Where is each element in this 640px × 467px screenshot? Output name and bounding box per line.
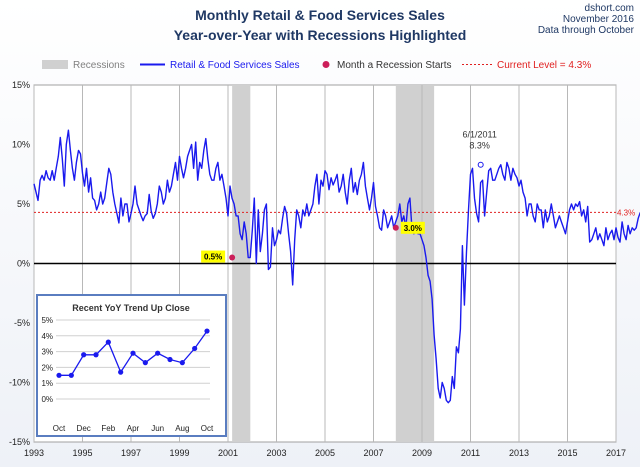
inset-x-tick-label: Dec: [77, 424, 91, 433]
inset-point: [204, 328, 210, 334]
x-tick-label: 2009: [412, 448, 432, 458]
inset-point: [68, 372, 74, 378]
inset-y-tick-label: 5%: [41, 316, 53, 325]
inset-point: [167, 356, 173, 363]
label-bg: [201, 250, 226, 263]
x-tick-label: 1993: [24, 448, 44, 458]
inset-y-tick-label: 0%: [41, 395, 53, 404]
inset-y-tick-label: 3%: [41, 348, 53, 357]
y-tick-label: -5%: [14, 318, 30, 328]
inset-x-tick-label: Oct: [201, 424, 214, 433]
inset-x-tick-label: Oct: [53, 424, 66, 433]
inset-chart: Recent YoY Trend Up Close 5% 4% 3% 2% 1% 0% O…: [36, 294, 227, 437]
x-tick-label: 2003: [266, 448, 286, 458]
inset-point: [56, 372, 62, 378]
inset-title: Recent YoY Trend Up Close: [72, 303, 190, 313]
recession-start-label: 3.0%: [404, 224, 422, 233]
inset-x-tick-label: Aug: [175, 424, 189, 433]
legend-current-label: Current Level = 4.3%: [497, 60, 591, 71]
inset-point: [179, 360, 185, 366]
legend-recession-swatch: [42, 60, 68, 69]
inset-point: [192, 345, 198, 352]
y-tick-label: 10%: [12, 140, 30, 150]
recession-start-label: 0.5%: [204, 253, 222, 262]
inset-point: [93, 352, 99, 358]
inset-point: [142, 360, 148, 366]
inset-y-tick-label: 4%: [41, 332, 53, 341]
chart-title: Monthly Retail & Food Services Sales: [195, 7, 445, 23]
inset-x-ticks: Oct Dec Feb Apr Jun Aug Oct: [53, 424, 214, 433]
inset-y-ticks: 5% 4% 3% 2% 1% 0%: [41, 316, 53, 404]
inset-frame: [36, 294, 227, 437]
source-note: Data through October: [538, 25, 635, 36]
chart-subtitle: Year-over-Year with Recessions Highlight…: [174, 27, 467, 43]
inset-x-tick-label: Jun: [151, 424, 164, 433]
inset-point: [155, 350, 161, 356]
inset-y-tick-label: 1%: [41, 379, 53, 388]
y-tick-label: 5%: [17, 199, 30, 209]
peak-marker: [477, 161, 484, 168]
y-axis-ticks: 15% 10% 5% 0% -5% -10% -15%: [9, 80, 30, 447]
legend-sales-label: Retail & Food Services Sales: [170, 60, 300, 71]
inset-point: [130, 350, 136, 356]
x-tick-label: 2007: [363, 448, 383, 458]
inset-x-tick-label: Feb: [101, 424, 115, 433]
source-site: dshort.com: [585, 3, 634, 14]
y-tick-label: 15%: [12, 80, 30, 90]
x-tick-label: 1999: [169, 448, 189, 458]
current-level-label: 4.3%: [617, 208, 635, 217]
y-tick-label: -10%: [9, 378, 30, 388]
x-tick-label: 1997: [121, 448, 141, 458]
y-tick-label: 0%: [17, 259, 30, 269]
legend: Recessions Retail & Food Services Sales …: [42, 60, 591, 71]
inset-y-tick-label: 2%: [41, 363, 53, 372]
y-tick-label: -15%: [9, 437, 30, 447]
x-tick-label: 1995: [72, 448, 92, 458]
inset-point: [118, 369, 124, 375]
legend-recessions-label: Recessions: [73, 60, 125, 71]
recession-start-marker: [392, 224, 399, 231]
peak-date-label: 6/1/2011: [462, 130, 496, 140]
peak-value-label: 8.3%: [469, 141, 490, 151]
x-tick-label: 2005: [315, 448, 335, 458]
inset-point: [81, 352, 87, 358]
inset-point: [105, 339, 111, 345]
x-axis-ticks: 1993 1995 1997 1999 2001 2003 2005 2007 2009 2011…: [24, 448, 626, 458]
legend-marker-swatch: [322, 61, 330, 68]
inset-x-tick-label: Apr: [127, 424, 140, 433]
x-tick-label: 2013: [509, 448, 529, 458]
source-date: November 2016: [563, 14, 635, 25]
x-tick-label: 2017: [606, 448, 626, 458]
sales-series-line: [33, 129, 640, 404]
x-tick-label: 2001: [218, 448, 238, 458]
x-tick-label: 2015: [557, 448, 577, 458]
inset-points: [56, 328, 210, 378]
label-bg: [400, 221, 425, 234]
recession-start-marker: [229, 254, 236, 261]
x-tick-label: 2011: [461, 448, 480, 458]
legend-marker-label: Month a Recession Starts: [337, 60, 452, 71]
